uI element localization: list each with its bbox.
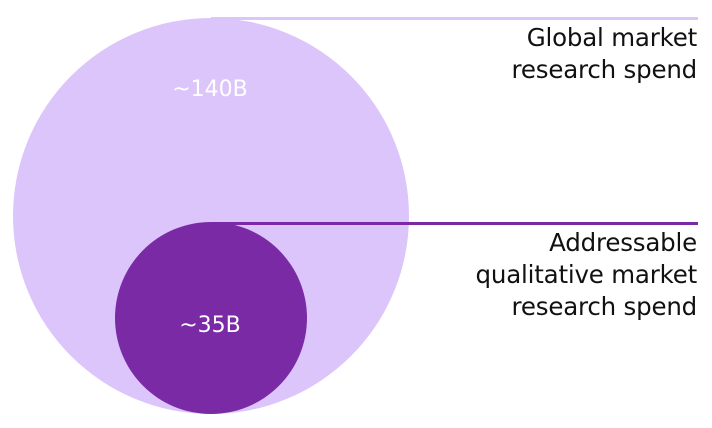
addressable-market-label-line: Addressable <box>549 228 697 257</box>
addressable-market-label-line: qualitative market <box>475 260 698 289</box>
inner-circle-value: ~35B <box>179 313 241 338</box>
outer-circle <box>13 18 409 414</box>
inner-circle <box>115 222 307 414</box>
outer-circle-value: ~140B <box>172 77 248 102</box>
addressable-market-label-line: research spend <box>511 292 698 321</box>
global-market-label-line: Global market <box>526 23 697 52</box>
global-market-label: Global market research spend <box>511 22 698 86</box>
addressable-market-label: Addressable qualitative market research … <box>475 227 698 323</box>
global-market-label-line: research spend <box>511 55 698 84</box>
